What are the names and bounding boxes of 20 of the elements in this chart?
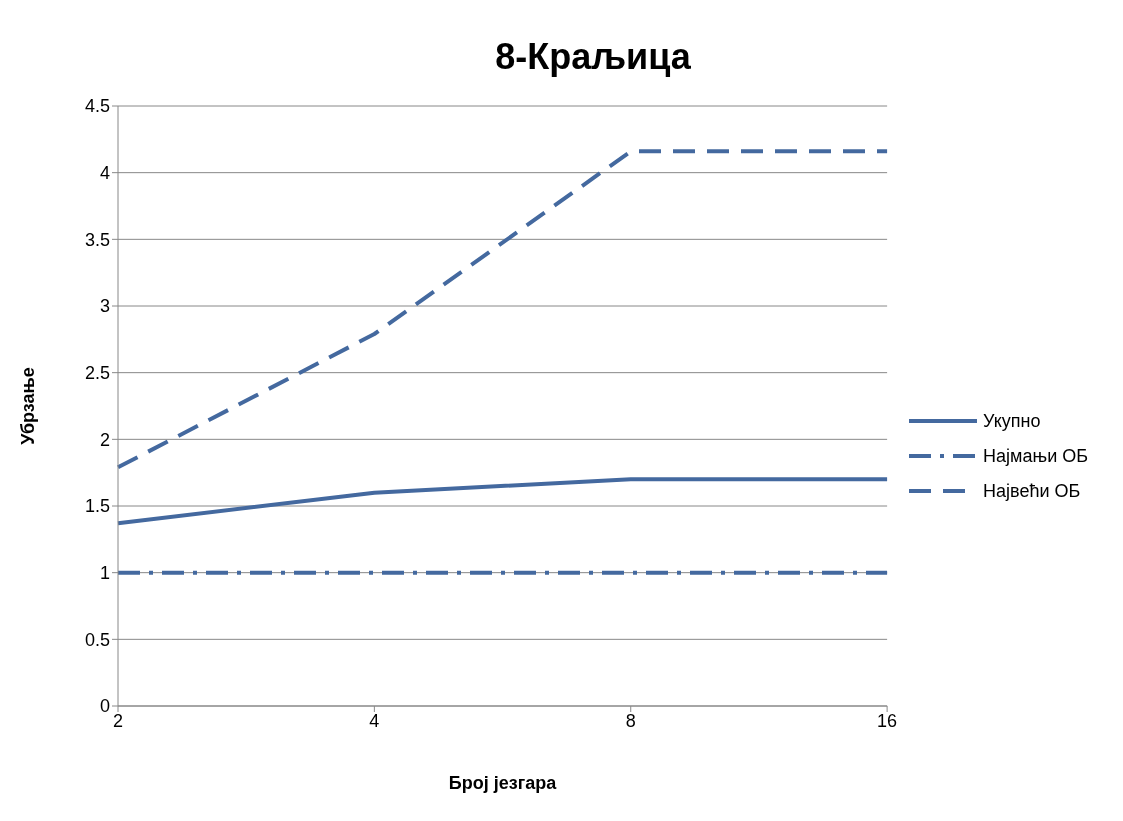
- x-tick-label: 16: [877, 710, 898, 731]
- y-tick-label: 4: [99, 163, 110, 184]
- y-tick-label: 1.5: [84, 496, 110, 517]
- chart-title: 8-Краљица: [494, 36, 692, 79]
- x-tick-label: 2: [112, 710, 124, 731]
- y-tick-label: 0.5: [84, 629, 110, 650]
- y-tick-label: 3: [99, 296, 110, 317]
- y-tick-label: 2.5: [84, 363, 110, 384]
- y-tick-label: 0: [99, 696, 110, 717]
- x-tick-label: 4: [369, 710, 380, 731]
- legend-label: Најмањи ОБ: [983, 445, 1088, 467]
- y-axis-title: Убрзање: [18, 367, 39, 445]
- x-axis-title: Број језгара: [448, 772, 558, 793]
- legend-label: Укупно: [983, 410, 1041, 432]
- y-tick-label: 1: [99, 563, 110, 584]
- legend-label: Највећи ОБ: [983, 480, 1081, 502]
- y-tick-label: 2: [99, 429, 110, 450]
- y-tick-label: 3.5: [84, 229, 110, 250]
- x-tick-label: 8: [625, 710, 636, 731]
- y-tick-label: 4.5: [84, 96, 110, 117]
